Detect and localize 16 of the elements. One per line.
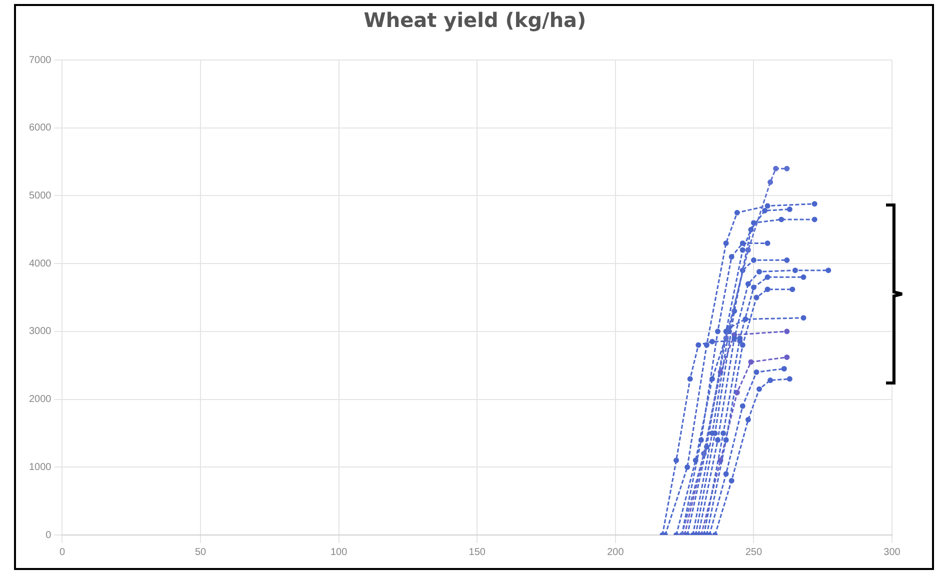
y-tick-label: 5000 bbox=[28, 190, 52, 202]
y-tick-label: 2000 bbox=[28, 394, 52, 406]
x-tick-label: 0 bbox=[59, 546, 66, 558]
x-tick-label: 250 bbox=[745, 546, 762, 558]
x-tick-label: 100 bbox=[330, 546, 348, 558]
x-tick-label: 50 bbox=[194, 546, 207, 558]
x-tick-label: 150 bbox=[468, 546, 486, 558]
y-tick-label: 7000 bbox=[28, 54, 52, 66]
y-tick-label: 1000 bbox=[28, 462, 52, 473]
chart-title: Wheat yield (kg/ha) bbox=[362, 8, 588, 32]
y-tick-label: 4000 bbox=[28, 258, 52, 270]
y-tick-label: 0 bbox=[46, 530, 52, 541]
y-tick-label: 3000 bbox=[28, 326, 52, 338]
x-tick-label: 300 bbox=[884, 546, 901, 558]
x-tick-label: 200 bbox=[607, 546, 624, 558]
y-tick-label: 6000 bbox=[28, 122, 52, 134]
